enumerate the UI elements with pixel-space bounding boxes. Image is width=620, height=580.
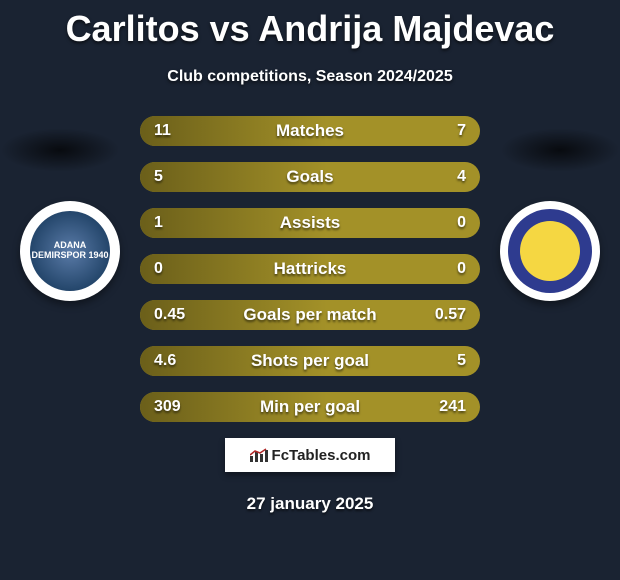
stat-left-matches: 11: [154, 122, 171, 140]
right-shadow-ellipse: [500, 128, 620, 172]
stat-row-assists: 1 Assists 0: [140, 208, 480, 238]
content-area: ADANA DEMIRSPOR 1940 11 Matches 7 5 Goal…: [0, 116, 620, 514]
stats-list: 11 Matches 7 5 Goals 4 1 Assists 0 0 Hat…: [140, 116, 480, 422]
date-text: 27 january 2025: [0, 494, 620, 514]
stat-right-goals-per-match: 0.57: [435, 306, 466, 324]
stat-row-matches: 11 Matches 7: [140, 116, 480, 146]
fctables-logo[interactable]: FcTables.com: [225, 438, 395, 472]
stat-label-assists: Assists: [280, 213, 340, 233]
fctables-logo-text: FcTables.com: [272, 447, 371, 464]
stat-right-goals: 4: [457, 168, 466, 186]
stat-left-hattricks: 0: [154, 260, 163, 278]
stat-left-goals-per-match: 0.45: [154, 306, 185, 324]
stat-label-matches: Matches: [276, 121, 344, 141]
stat-label-hattricks: Hattricks: [274, 259, 347, 279]
page-title: Carlitos vs Andrija Majdevac: [0, 0, 620, 50]
stat-row-shots-per-goal: 4.6 Shots per goal 5: [140, 346, 480, 376]
stat-right-assists: 0: [457, 214, 466, 232]
stat-label-goals-per-match: Goals per match: [243, 305, 376, 325]
bar-chart-icon: [250, 448, 268, 462]
stat-right-hattricks: 0: [457, 260, 466, 278]
stat-label-goals: Goals: [286, 167, 333, 187]
right-club-badge: [500, 201, 600, 301]
left-club-badge: ADANA DEMIRSPOR 1940: [20, 201, 120, 301]
stat-right-matches: 7: [457, 122, 466, 140]
stat-right-min-per-goal: 241: [439, 398, 466, 416]
stat-left-goals: 5: [154, 168, 163, 186]
stat-label-shots-per-goal: Shots per goal: [251, 351, 369, 371]
stat-row-goals: 5 Goals 4: [140, 162, 480, 192]
right-club-badge-inner: [508, 209, 592, 293]
left-club-badge-inner: ADANA DEMIRSPOR 1940: [30, 211, 110, 291]
stat-row-hattricks: 0 Hattricks 0: [140, 254, 480, 284]
stat-row-min-per-goal: 309 Min per goal 241: [140, 392, 480, 422]
stat-row-goals-per-match: 0.45 Goals per match 0.57: [140, 300, 480, 330]
stat-left-shots-per-goal: 4.6: [154, 352, 176, 370]
stat-left-min-per-goal: 309: [154, 398, 181, 416]
stat-right-shots-per-goal: 5: [457, 352, 466, 370]
subtitle: Club competitions, Season 2024/2025: [0, 68, 620, 86]
left-shadow-ellipse: [0, 128, 120, 172]
stat-left-assists: 1: [154, 214, 163, 232]
stat-label-min-per-goal: Min per goal: [260, 397, 360, 417]
